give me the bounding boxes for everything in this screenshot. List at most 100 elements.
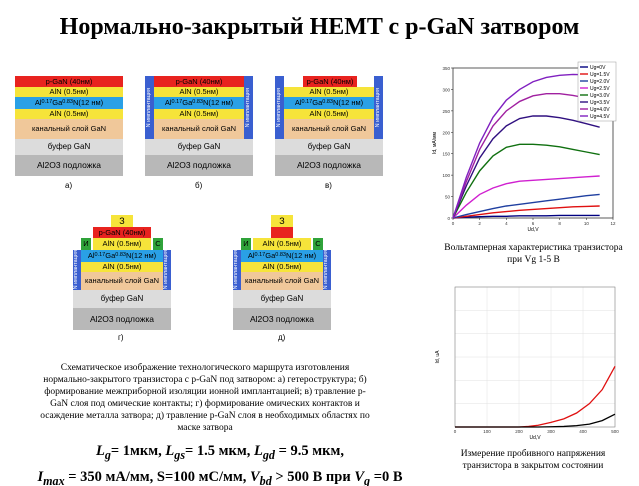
stack-2: p-GaN (40нм) AlN (0.5нм) Al 0.17 Ga 0.83 N(12 … [275,76,383,190]
legend-label: Ug=1.5V [590,72,610,78]
x-tick-label: 300 [547,429,555,434]
algan-label-part: 0.17 [41,99,53,106]
x-tick-label: 0 [454,429,457,434]
legend-label: Ug=3.0V [590,93,610,99]
series-line [452,175,600,219]
stack-0: p-GaN (40нм) AlN (0.5нм) Al 0.17 Ga 0.83 N(12 … [15,76,123,190]
algan-label-part: Al [247,251,255,261]
algan-label-part: Ga [312,98,323,108]
algan-layer: Al 0.17 Ga 0.83 N(12 нм) [73,250,171,262]
legend-label: Ug=4.5V [590,114,610,120]
y-tick-label: 0 [447,216,450,221]
drain-contact: С [153,238,163,250]
algan-label-part: 0.83 [192,99,203,106]
subfigure-label: г) [118,333,124,342]
algan-label-part: Ga [182,98,193,108]
aln-layer: AlN (0.5нм) [145,87,253,97]
algan-label-part: Ga [105,251,116,261]
series-line [452,205,600,219]
aln-layer-2: AlN (0.5нм) [73,262,171,272]
x-tick-label: 6 [532,221,535,226]
series-line [452,115,600,219]
algan-label-part: Al [294,98,302,108]
aln-layer-2: AlN (0.5нм) [15,109,123,119]
algan-label-part: N(12 нм) [202,98,234,108]
algan-label-part: 0.17 [94,252,106,259]
y-tick-label: 300 [442,87,450,92]
algan-label-part: 0.17 [301,99,313,106]
aln-layer: AlN (0.5нм) [275,87,383,97]
stack-1: p-GaN (40нм) AlN (0.5нм) Al 0.17 Ga 0.83 N(12 … [145,76,253,190]
aln-layer-2: AlN (0.5нм) [233,262,331,272]
implant-isolation: N имплантация [163,250,171,290]
algan-label-part: Al [87,251,95,261]
x-tick-label: 200 [515,429,523,434]
algan-label-part: 0.83 [62,99,73,106]
algan-label-part: 0.17 [254,252,266,259]
x-tick-label: 8 [558,221,561,226]
algan-layer: Al 0.17 Ga 0.83 N(12 нм) [233,250,331,262]
legend-label: Ug=0V [590,65,606,71]
source-contact: И [241,238,251,250]
series-line [455,413,616,428]
source-contact: И [81,238,91,250]
implant-isolation: N имплантация [374,76,383,139]
pgan-layer: p-GaN (40нм) [145,76,253,87]
buffer-layer: буфер GaN [15,139,123,155]
algan-label-part: N(12 нм) [72,98,104,108]
implant-isolation: N имплантация [233,250,241,290]
aln-layer: AlN (0.5нм) [15,87,123,97]
algan-label-part: N(12 нм) [285,251,317,261]
y-axis-label: Id, мА/мм [432,131,438,154]
series-line [455,366,616,428]
channel-layer: канальный слой GaN [233,272,331,290]
subfigure-label: в) [325,181,332,190]
x-tick-label: 10 [584,221,590,226]
implant-isolation: N имплантация [73,250,81,290]
series-line [452,143,600,219]
aln-layer: AlN (0.5нм) [253,238,311,250]
aln-layer-2: AlN (0.5нм) [275,109,383,119]
iv-caption-line-1: Вольтамперная характеристика транзистора [444,243,623,253]
implant-isolation-label: N имплантация [374,87,381,128]
y-tick-label: 350 [442,66,450,71]
subfigure-label: б) [195,181,203,190]
gate-contact: З [271,215,293,227]
x-tick-label: 400 [579,429,587,434]
params-line-2: Imax = 350 мА/мм, S=100 мС/мм, Vbd > 500… [37,468,403,486]
series-line [452,73,600,219]
pgan-layer: p-GaN (40нм) [93,227,151,238]
legend-box [577,61,617,122]
substrate-layer: Al2O3 подложка [145,155,253,176]
series-line [452,214,600,219]
page-title: Нормально-закрытый HEMT с p-GaN затвором [59,14,580,40]
breakdown-caption-line-2: транзистора в закрытом состоянии [462,461,604,471]
algan-label-part: N(12 нм) [332,98,364,108]
y-tick-label: 150 [442,152,450,157]
substrate-layer: Al2O3 подложка [15,155,123,176]
y-tick-label: 200 [442,130,450,135]
subfigure-label: а) [65,181,73,190]
implant-isolation-label: N имплантация [163,250,170,290]
algan-label-part: 0.17 [171,99,183,106]
gate-contact: З [111,215,133,227]
algan-label-part: Al [164,98,172,108]
algan-label-part: Ga [52,98,63,108]
params-line-1: Lg= 1мкм, Lgs= 1.5 мкм, Lgd = 9.5 мкм, [96,443,344,462]
subfigure-label: д) [278,333,286,342]
implant-isolation: N имплантация [323,250,331,290]
x-axis-label: Ud,V [529,435,541,441]
implant-isolation-label: N имплантация [244,87,251,128]
implant-isolation-label: N имплантация [275,87,282,128]
channel-layer: канальный слой GaN [73,272,171,290]
aln-layer: AlN (0.5нм) [93,238,151,250]
buffer-layer: буфер GaN [145,139,253,155]
drain-contact: С [313,238,323,250]
channel-layer: канальный слой GaN [275,119,383,139]
y-tick-label: 100 [442,173,450,178]
y-axis-label: Id, uA [435,350,441,364]
iv-caption-line-2: при Vg 1-5 В [507,255,560,265]
algan-label-part: 0.83 [115,252,126,259]
pgan-layer [271,227,293,238]
